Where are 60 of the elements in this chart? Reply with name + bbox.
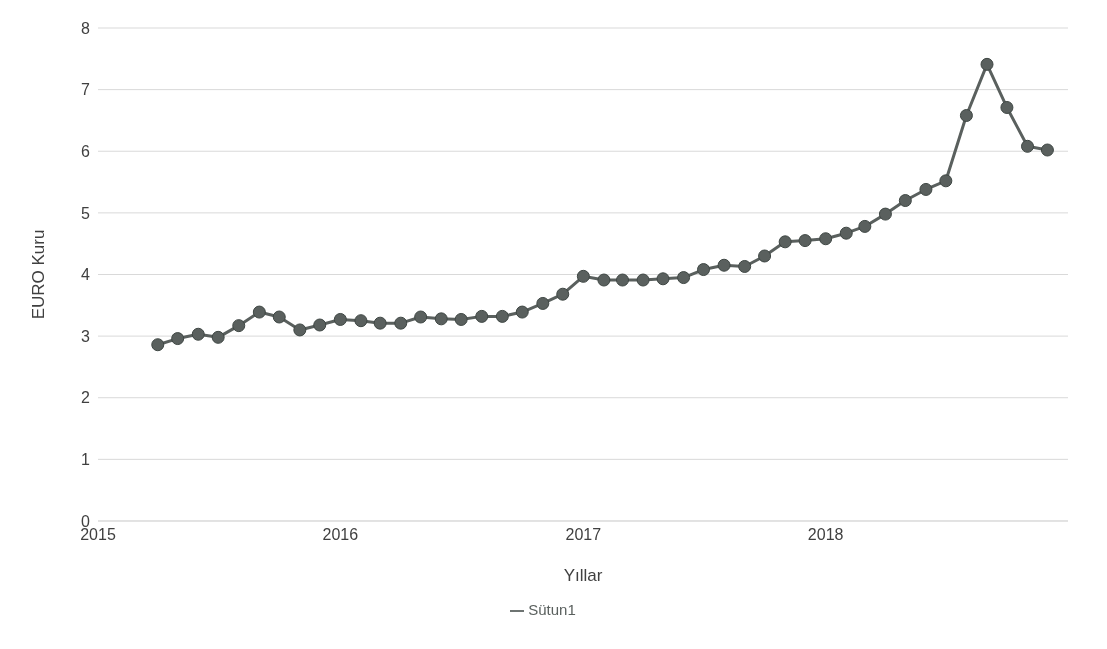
point	[939, 174, 953, 188]
point	[576, 269, 590, 283]
y-axis-title: EURO Kuru	[29, 229, 49, 320]
point	[819, 232, 833, 246]
point	[293, 323, 307, 337]
x-tick-label: 2018	[807, 526, 844, 544]
point	[738, 259, 752, 273]
point	[495, 309, 509, 323]
point	[536, 296, 550, 310]
point	[333, 312, 347, 326]
point	[556, 287, 570, 301]
point	[980, 57, 994, 71]
y-tick-label: 7	[81, 81, 91, 99]
point	[919, 182, 933, 196]
point	[151, 338, 165, 352]
point	[656, 272, 670, 286]
point	[858, 219, 872, 233]
point	[414, 310, 428, 324]
point	[313, 318, 327, 332]
y-tick-label: 3	[81, 327, 91, 345]
point	[475, 309, 489, 323]
point	[211, 330, 225, 344]
point	[597, 273, 611, 287]
y-tick-label: 2	[81, 389, 91, 407]
point	[373, 316, 387, 330]
y-tick-label: 4	[81, 266, 91, 284]
point	[191, 327, 205, 341]
point	[898, 194, 912, 208]
point	[878, 207, 892, 221]
point	[454, 312, 468, 326]
point	[758, 249, 772, 263]
point	[778, 235, 792, 249]
y-tick-label: 1	[81, 451, 91, 469]
point	[515, 305, 529, 319]
point	[677, 271, 691, 285]
point	[839, 226, 853, 240]
point	[1021, 139, 1034, 153]
point	[232, 319, 246, 333]
point	[1040, 143, 1054, 157]
point	[354, 314, 368, 328]
point	[252, 305, 266, 319]
point	[1000, 100, 1014, 114]
x-tick-label: 2017	[565, 526, 602, 544]
x-tick-label: 2016	[322, 526, 359, 544]
point	[798, 234, 812, 248]
point	[394, 316, 408, 330]
point	[434, 312, 448, 326]
point	[636, 273, 650, 287]
point	[616, 273, 629, 287]
y-tick-label: 8	[81, 19, 91, 37]
point	[717, 258, 731, 272]
point	[697, 263, 710, 277]
point	[959, 109, 973, 122]
y-tick-label: 6	[81, 142, 91, 160]
y-tick-label: 5	[81, 204, 91, 222]
point	[272, 310, 286, 324]
point	[171, 332, 185, 346]
x-axis-title: Yıllar	[563, 565, 603, 585]
legend-label: Sütun1	[528, 600, 576, 618]
x-tick-label: 2015	[80, 526, 116, 544]
